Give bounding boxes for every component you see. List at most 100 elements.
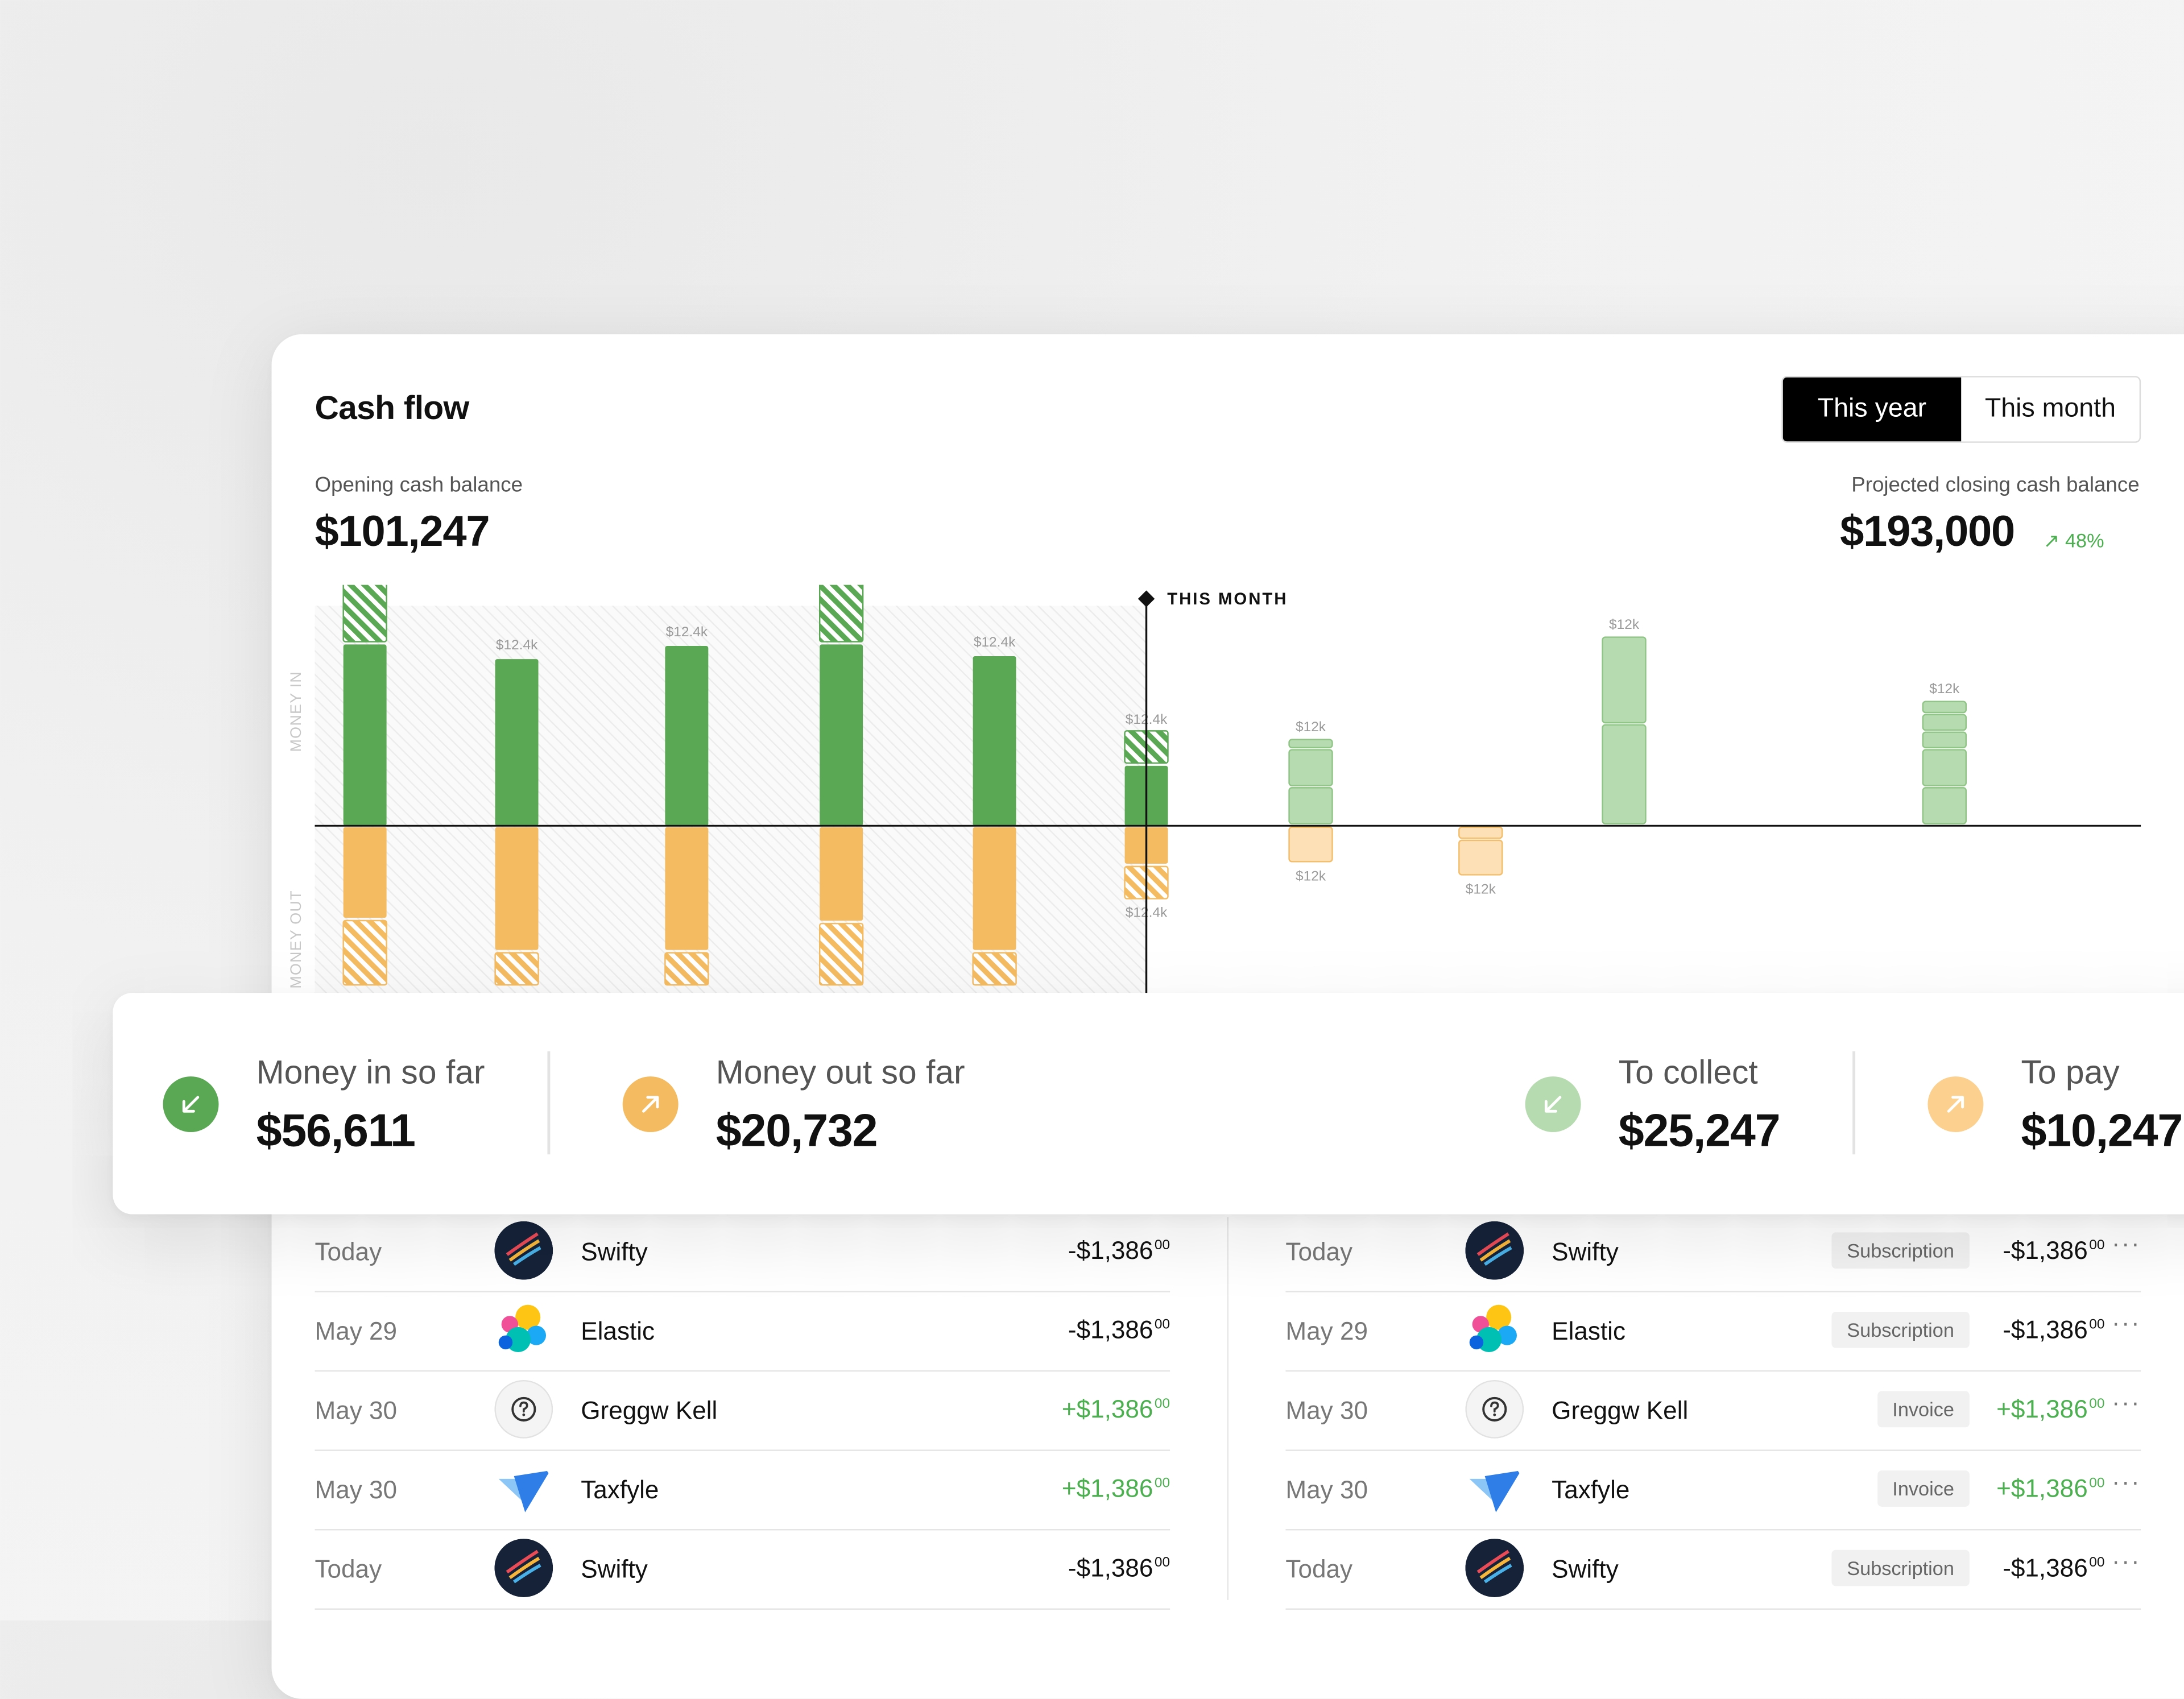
money-out-pending-bar (494, 952, 539, 986)
money-out-bar (973, 827, 1016, 950)
bar-value-label: $12.4k (666, 624, 708, 640)
money-in-bar (495, 659, 539, 826)
projected-out-segment (1458, 826, 1503, 839)
table-row[interactable]: May 29 Elastic -$1,386 00 Subscription ··· (1285, 1292, 2141, 1372)
more-options-icon[interactable]: ··· (2111, 1309, 2141, 1337)
table-row[interactable]: Today Swifty -$1,386 00 Subscription ··· (1285, 1530, 2141, 1610)
money-in-pending-bar (342, 585, 387, 643)
row-amount: -$1,386 00 (2003, 1316, 2104, 1345)
table-row[interactable]: May 30 Taxfyle +$1,386 00 Invoice ··· (1285, 1451, 2141, 1531)
row-name: Greggw Kell (581, 1397, 718, 1425)
tab-this-year[interactable]: This year (1782, 377, 1962, 442)
row-amount-value: -$1,386 (2003, 1236, 2088, 1265)
money-out-pending-bar (664, 952, 709, 986)
money-out-bar (495, 827, 539, 950)
row-date: May 29 (1285, 1317, 1368, 1345)
row-date: May 30 (315, 1397, 398, 1425)
row-amount-value: +$1,386 (1061, 1474, 1153, 1503)
row-date: May 30 (1285, 1476, 1368, 1504)
money-out-bar (343, 827, 387, 918)
arrow-down-left-icon (163, 1076, 219, 1133)
more-options-icon[interactable]: ··· (2111, 1388, 2141, 1416)
table-row[interactable]: May 30 Taxfyle +$1,386 00 (315, 1451, 1170, 1531)
table-row[interactable]: Today Swifty -$1,386 00 Subscription ··· (1285, 1213, 2141, 1292)
row-amount-cents: 00 (2089, 1317, 2105, 1333)
money-out-axis-label: MONEY OUT (287, 890, 304, 989)
table-row[interactable]: Today Swifty -$1,386 00 (315, 1213, 1170, 1292)
projected-in-segment (1922, 714, 1967, 731)
more-options-icon[interactable]: ··· (2111, 1468, 2141, 1496)
row-amount-value: -$1,386 (2003, 1316, 2088, 1344)
projected-in-segment (1602, 636, 1647, 724)
row-amount-cents: 00 (1154, 1555, 1170, 1571)
swifty-logo (1465, 1221, 1524, 1280)
row-amount-value: +$1,386 (1996, 1395, 2088, 1423)
projected-balance-label: Projected closing cash balance (1851, 473, 2140, 498)
money-in-axis-label: MONEY IN (287, 671, 304, 752)
arrow-down-left-icon (1525, 1076, 1581, 1133)
row-date: May 30 (1285, 1397, 1368, 1425)
row-name: Elastic (581, 1317, 655, 1345)
money-out-pending-bar (342, 919, 387, 986)
summary-value: $25,247 (1618, 1104, 1781, 1156)
bar-value-label: $12k (1296, 868, 1326, 884)
summary-label: To pay (2021, 1054, 2120, 1092)
table-row[interactable]: May 29 Elastic -$1,386 00 (315, 1292, 1170, 1372)
opening-balance-value: $101,247 (315, 507, 490, 556)
summary-card: Money in so far $56,611 Money out so far… (113, 993, 2184, 1215)
row-type-badge: Invoice (1877, 1470, 1970, 1507)
row-amount: -$1,386 00 (2003, 1237, 2104, 1266)
row-date: Today (315, 1238, 382, 1266)
row-amount: +$1,386 00 (1062, 1395, 1170, 1424)
row-amount-cents: 00 (2089, 1238, 2105, 1254)
taxfyle-logo (494, 1459, 553, 1518)
row-date: Today (1285, 1238, 1353, 1266)
row-name: Greggw Kell (1552, 1397, 1689, 1425)
row-amount: -$1,386 00 (1068, 1237, 1170, 1266)
money-in-bar (973, 656, 1016, 826)
table-row[interactable]: May 30 Greggw Kell +$1,386 00 Invoice ··· (1285, 1371, 2141, 1451)
table-row[interactable]: Today Swifty -$1,386 00 (315, 1530, 1170, 1610)
money-in-bar (665, 645, 709, 826)
projected-in-segment (1288, 787, 1333, 824)
row-amount-cents: 00 (1154, 1238, 1170, 1254)
money-out-pending-bar (972, 952, 1017, 986)
row-amount-cents: 00 (2089, 1397, 2105, 1412)
tab-this-month[interactable]: This month (1984, 394, 2116, 424)
row-date: May 29 (315, 1317, 398, 1345)
projected-delta-value: 48% (2065, 529, 2104, 552)
row-name: Elastic (1552, 1317, 1626, 1345)
row-name: Swifty (1552, 1238, 1619, 1266)
row-date: Today (315, 1555, 382, 1584)
table-row[interactable]: May 30 Greggw Kell +$1,386 00 (315, 1371, 1170, 1451)
row-name: Swifty (581, 1238, 648, 1266)
projected-in-segment (1922, 749, 1967, 786)
row-amount-cents: 00 (1154, 1397, 1170, 1412)
projected-in-segment (1922, 731, 1967, 749)
projected-in-segment (1922, 787, 1967, 824)
question-icon (494, 1379, 553, 1439)
more-options-icon[interactable]: ··· (2111, 1547, 2141, 1575)
row-name: Swifty (1552, 1555, 1619, 1584)
projected-in-segment (1922, 701, 1967, 714)
opening-balance-label: Opening cash balance (315, 473, 523, 498)
arrow-up-right-icon: ↗ (2043, 529, 2060, 552)
row-amount: +$1,386 00 (1996, 1474, 2104, 1503)
row-amount-value: +$1,386 (1996, 1474, 2088, 1503)
more-options-icon[interactable]: ··· (2111, 1229, 2141, 1258)
money-in-pending-bar (819, 585, 864, 643)
projected-in-segment (1288, 749, 1333, 786)
arrow-up-right-icon (622, 1076, 679, 1133)
summary-label: To collect (1618, 1054, 1758, 1092)
projected-out-segment (1288, 826, 1333, 863)
summary-divider (1852, 1051, 1856, 1155)
bar-value-label: $12k (1609, 617, 1640, 632)
row-type-badge: Subscription (1831, 1232, 1970, 1269)
row-amount-value: -$1,386 (2003, 1554, 2088, 1582)
summary-value: $10,247 (2021, 1104, 2183, 1156)
money-out-bar (665, 827, 709, 950)
arrow-up-right-icon (1927, 1076, 1984, 1133)
bar-value-label: $12k (1466, 882, 1496, 897)
summary-label: Money in so far (256, 1054, 485, 1092)
